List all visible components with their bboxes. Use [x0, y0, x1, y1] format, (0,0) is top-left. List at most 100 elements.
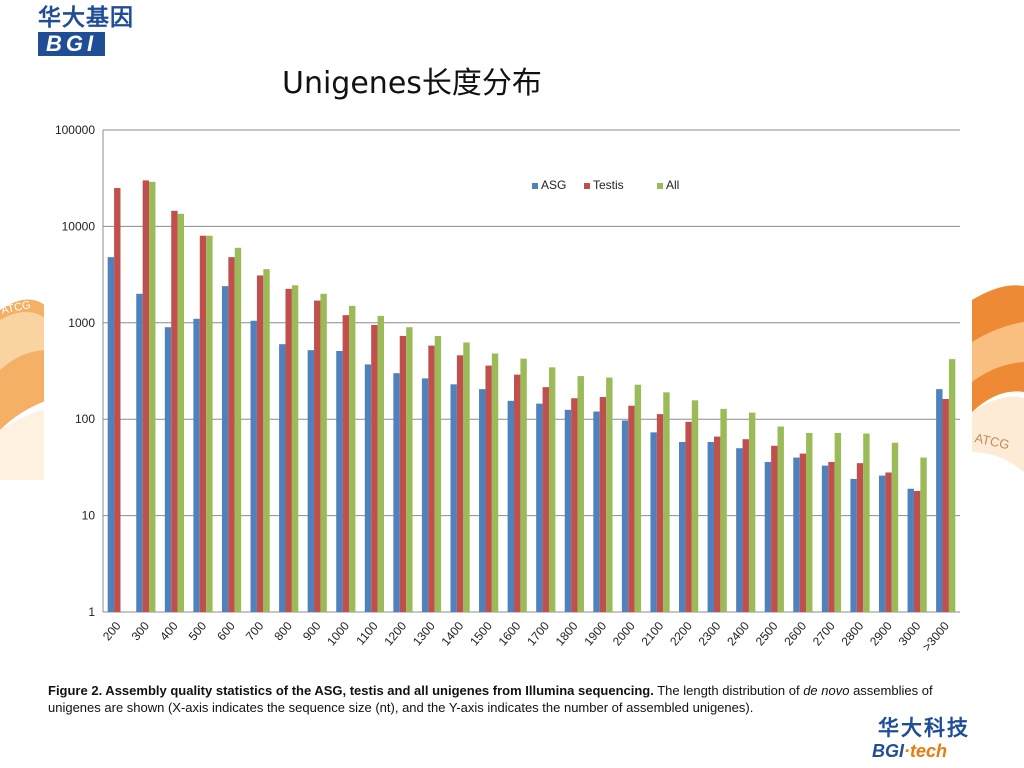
x-tick-label: 1300: [410, 619, 438, 649]
bar-asg-2600: [793, 457, 800, 612]
length-distribution-chart: 1 10 100 1000 10000 100000 200 300 400 500 600 700 8…: [55, 123, 960, 654]
bar-asg-1000: [336, 350, 343, 612]
company-logo: 华大基因 BGI: [38, 6, 150, 58]
bar-asg-1900: [593, 411, 600, 612]
x-tick-label: 1800: [553, 619, 581, 649]
bar-asg-1800: [564, 409, 572, 612]
bar-testis-2300: [713, 436, 721, 612]
bar-all-1600: [520, 358, 527, 612]
bar-asg-600: [221, 286, 229, 612]
bar-asg-1500: [479, 389, 486, 612]
bar-testis-2700: [828, 461, 835, 612]
bar-all-1400: [463, 342, 470, 612]
bar-all-2700: [834, 432, 842, 612]
x-tick-label: 1600: [496, 619, 524, 649]
bar-asg-1400: [450, 384, 457, 612]
bar-asg-2500: [764, 461, 772, 612]
x-tick-label: >3000: [920, 619, 953, 654]
bar-testis-500: [199, 235, 207, 612]
bar-all-1200: [406, 327, 413, 612]
logo-chinese-text: 华大基因: [38, 5, 134, 31]
bar-all-1100: [377, 315, 384, 612]
bar-all-600: [234, 247, 242, 612]
x-tick-label: 2000: [610, 619, 638, 649]
bar-all-2800: [863, 433, 870, 612]
bar-asg-200: [107, 257, 115, 612]
bar-all-300: [149, 181, 156, 612]
bar-testis-2000: [628, 405, 635, 612]
x-tick-label: 800: [271, 619, 295, 644]
caption-text-1: The length distribution of: [653, 683, 804, 698]
x-tick-label: 400: [157, 619, 181, 644]
y-tick-label: 1000: [68, 316, 95, 330]
bar-asg-1300: [421, 378, 429, 612]
x-tick-label: 500: [186, 619, 210, 644]
decorative-swoosh-right: ATCG: [972, 282, 1024, 492]
bar-all-1900: [606, 377, 613, 612]
bar-testis-2100: [656, 414, 664, 612]
bar-all-800: [291, 285, 299, 612]
bar-asg-2300: [707, 442, 714, 612]
x-tick-label: 1000: [324, 619, 352, 649]
x-tick-label: 2500: [753, 619, 781, 649]
bar-testis-300: [142, 180, 150, 612]
bar-testis-1400: [456, 355, 464, 612]
bar-testis-1900: [599, 396, 607, 612]
y-tick-label: 100: [75, 412, 95, 426]
bar-testis-2200: [685, 421, 692, 612]
bar-all-3000: [920, 457, 927, 612]
deco-right-label: ATCG: [973, 430, 1011, 452]
bar-asg-1700: [536, 403, 543, 612]
bar-all-700: [263, 269, 270, 612]
x-tick-label: 900: [300, 619, 324, 644]
legend-swatch-asg: [532, 183, 538, 189]
bar-all-2100: [663, 392, 670, 612]
x-tick-label: 1700: [524, 619, 552, 649]
bar-asg-2700: [821, 465, 829, 612]
bar-testis-200: [114, 188, 121, 612]
bar-testis-1100: [371, 324, 378, 612]
x-tick-label: 2100: [638, 619, 666, 649]
bar-asg-700: [250, 320, 257, 612]
bar-all-gt3000: [948, 359, 956, 612]
bar-all-900: [320, 293, 327, 612]
bar-asg-2800: [850, 478, 857, 612]
x-tick-label: 600: [214, 619, 238, 644]
logo-bottom-tech: ·tech: [904, 741, 948, 761]
y-tick-label: 1: [88, 605, 95, 619]
bar-testis-400: [171, 210, 178, 612]
figure-caption: Figure 2. Assembly quality statistics of…: [48, 682, 968, 716]
bar-testis-2900: [885, 472, 892, 612]
x-tick-label: 2600: [781, 619, 809, 649]
x-tick-label: 2800: [838, 619, 866, 649]
x-tick-label: 2300: [696, 619, 724, 649]
bar-testis-2500: [771, 445, 778, 612]
bar-testis-1300: [428, 345, 435, 612]
x-tick-label: 1400: [438, 619, 466, 649]
bar-testis-800: [285, 288, 292, 612]
bar-all-1700: [548, 367, 556, 612]
bar-asg-300: [136, 293, 143, 612]
bar-all-1800: [577, 376, 584, 612]
bar-all-500: [206, 235, 213, 612]
bar-all-1300: [434, 335, 442, 612]
legend-label-all: All: [666, 178, 679, 192]
bar-all-2300: [720, 408, 727, 612]
bar-testis-1600: [514, 374, 521, 612]
bar-testis-1800: [571, 398, 578, 612]
y-tick-label: 10000: [62, 219, 96, 233]
bar-asg-2100: [650, 432, 657, 612]
logo-english-text: BGI: [38, 32, 106, 56]
legend-swatch-testis: [584, 183, 590, 189]
legend-label-asg: ASG: [541, 178, 566, 192]
x-tick-label: 1900: [581, 619, 609, 649]
bar-all-2400: [748, 412, 756, 612]
bar-asg-2400: [736, 448, 743, 612]
chart-panel: 1 10 100 1000 10000 100000 200 300 400 500 600 700 8…: [44, 118, 972, 672]
bar-all-1000: [349, 305, 356, 612]
bar-testis-700: [256, 275, 264, 612]
bar-asg-gt3000: [936, 389, 943, 612]
x-tick-label: 300: [129, 619, 153, 644]
caption-bold: Figure 2. Assembly quality statistics of…: [48, 683, 654, 698]
company-logo-bottom: 华大科技 BGI·tech: [868, 716, 988, 766]
